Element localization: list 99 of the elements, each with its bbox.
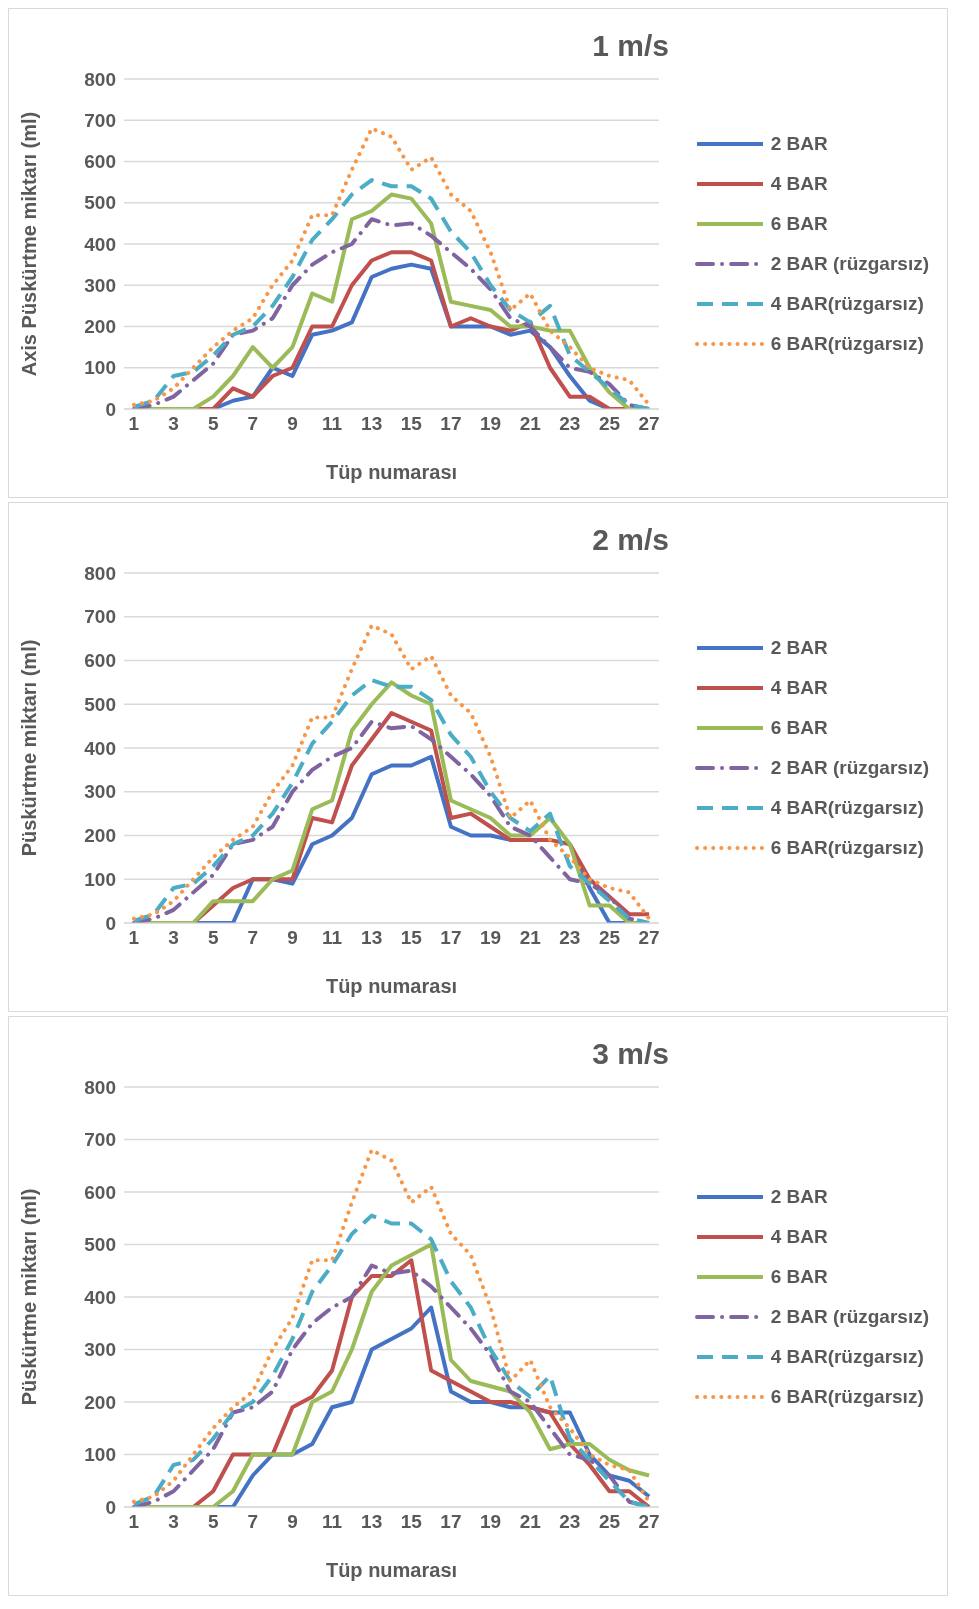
y-tick-label: 200: [84, 1391, 116, 1413]
x-tick-label: 9: [287, 413, 298, 435]
y-axis-title: Püskürtme miktarı (ml): [18, 1188, 41, 1406]
y-tick-label: 500: [84, 1234, 116, 1256]
y-tick-label: 500: [84, 192, 116, 214]
y-tick-label: 600: [84, 151, 116, 173]
legend-label: 6 BAR(rüzgarsız): [770, 1386, 924, 1408]
line-series: [131, 623, 652, 921]
legend-label: 2 BAR: [770, 1186, 828, 1208]
y-tick-label: 700: [84, 1129, 116, 1151]
legend-label: 2 BAR (rüzgarsız): [770, 253, 929, 275]
chart-title: 3 m/s: [592, 1037, 669, 1071]
y-tick-label: 400: [84, 737, 116, 759]
x-tick-label: 19: [480, 927, 502, 949]
x-tick-label: 23: [559, 927, 581, 949]
legend-label: 4 BAR(rüzgarsız): [770, 1346, 924, 1368]
x-tick-label: 7: [247, 1511, 259, 1533]
legend-label: 2 BAR: [770, 637, 828, 659]
x-tick-label: 1: [128, 1511, 140, 1533]
x-tick-label: 1: [128, 927, 140, 949]
legend-label: 6 BAR: [770, 717, 828, 739]
x-tick-label: 27: [638, 1511, 660, 1533]
y-tick-label: 700: [84, 606, 116, 628]
x-tick-label: 15: [400, 1511, 423, 1533]
x-tick-label: 27: [638, 413, 660, 435]
x-tick-label: 27: [638, 927, 660, 949]
x-tick-label: 9: [287, 927, 298, 949]
x-tick-label: 7: [247, 413, 259, 435]
y-tick-label: 0: [105, 1496, 116, 1518]
x-axis-title: Tüp numarası: [325, 461, 458, 483]
legend-label: 2 BAR (rüzgarsız): [770, 757, 929, 779]
legend-label: 6 BAR(rüzgarsız): [770, 333, 924, 355]
legend-label: 6 BAR: [770, 1266, 828, 1288]
y-tick-label: 600: [84, 650, 116, 672]
x-tick-label: 5: [207, 413, 219, 435]
y-axis-title: Axis Püskürtme miktarı (ml): [18, 111, 41, 377]
x-tick-label: 3: [168, 927, 179, 949]
x-tick-label: 11: [322, 413, 343, 435]
x-tick-label: 1: [128, 413, 140, 435]
x-tick-label: 9: [287, 1511, 298, 1533]
y-tick-label: 500: [84, 693, 116, 715]
chart-title: 2 m/s: [592, 523, 669, 557]
legend-label: 6 BAR(rüzgarsız): [770, 837, 924, 859]
y-tick-label: 100: [84, 868, 116, 890]
x-tick-label: 21: [519, 1511, 542, 1533]
x-tick-label: 25: [598, 1511, 621, 1533]
y-tick-label: 300: [84, 781, 116, 803]
x-tick-label: 13: [361, 1511, 383, 1533]
x-tick-label: 19: [480, 1511, 502, 1533]
y-tick-label: 400: [84, 233, 116, 255]
x-tick-label: 3: [168, 413, 179, 435]
legend-label: 4 BAR: [770, 173, 828, 195]
x-tick-label: 21: [519, 927, 542, 949]
x-tick-label: 23: [559, 1511, 581, 1533]
legend-label: 4 BAR: [770, 677, 828, 699]
legend-label: 4 BAR: [770, 1226, 828, 1248]
y-axis-title: Püskürtme miktarı (ml): [18, 639, 41, 857]
x-tick-label: 25: [598, 413, 621, 435]
x-tick-label: 3: [168, 1511, 179, 1533]
x-tick-label: 23: [559, 413, 581, 435]
x-tick-label: 13: [361, 413, 383, 435]
legend-label: 2 BAR (rüzgarsız): [770, 1306, 929, 1328]
x-tick-label: 13: [361, 927, 383, 949]
legend-label: 6 BAR: [770, 213, 828, 235]
x-tick-label: 11: [322, 927, 343, 949]
x-tick-label: 15: [400, 927, 423, 949]
y-tick-label: 0: [105, 398, 116, 420]
legend-label: 4 BAR(rüzgarsız): [770, 293, 924, 315]
y-tick-label: 0: [105, 912, 116, 934]
x-tick-label: 7: [247, 927, 259, 949]
y-tick-label: 700: [84, 110, 116, 131]
x-tick-label: 5: [207, 1511, 219, 1533]
x-tick-label: 5: [207, 927, 219, 949]
y-tick-label: 600: [84, 1181, 116, 1203]
y-tick-label: 300: [84, 274, 116, 296]
x-tick-label: 17: [440, 413, 462, 435]
line-series: [131, 1148, 652, 1504]
y-tick-label: 200: [84, 825, 116, 847]
chart-title: 1 m/s: [592, 29, 669, 63]
line-series: [131, 126, 652, 407]
x-tick-label: 21: [519, 413, 542, 435]
y-tick-label: 100: [84, 1444, 116, 1466]
y-tick-label: 300: [84, 1339, 116, 1361]
x-tick-label: 11: [322, 1511, 343, 1533]
legend-label: 2 BAR: [770, 133, 828, 155]
y-tick-label: 400: [84, 1286, 116, 1308]
x-axis-title: Tüp numarası: [325, 975, 458, 997]
y-tick-label: 800: [84, 1076, 116, 1098]
x-tick-label: 15: [400, 413, 423, 435]
x-tick-label: 17: [440, 927, 462, 949]
y-tick-label: 800: [84, 68, 116, 90]
y-tick-label: 800: [84, 562, 116, 584]
x-tick-label: 19: [480, 413, 502, 435]
legend-label: 4 BAR(rüzgarsız): [770, 797, 924, 819]
y-tick-label: 100: [84, 357, 116, 379]
x-tick-label: 25: [598, 927, 621, 949]
y-tick-label: 200: [84, 316, 116, 338]
x-tick-label: 17: [440, 1511, 462, 1533]
x-axis-title: Tüp numarası: [325, 1559, 458, 1581]
